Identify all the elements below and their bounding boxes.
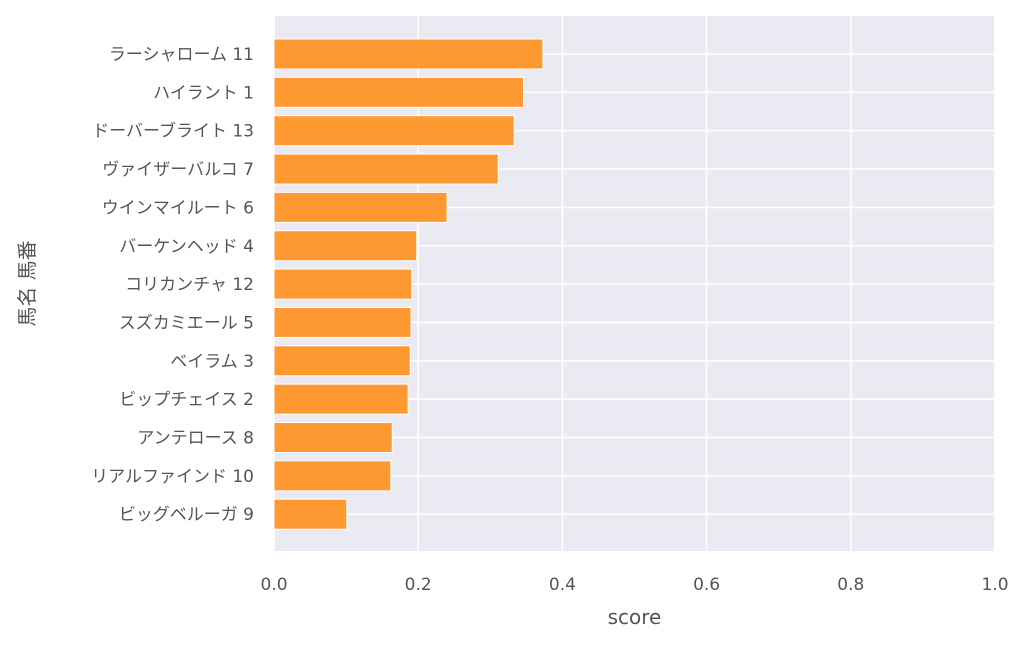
bar bbox=[273, 383, 409, 415]
x-tick-label: 1.0 bbox=[981, 575, 1008, 595]
category-label: ビッグベルーガ 9 bbox=[119, 505, 254, 525]
x-tick-label: 0.4 bbox=[549, 575, 576, 595]
bar bbox=[273, 345, 411, 377]
bar bbox=[273, 306, 412, 338]
category-labels: ラーシャローム 11 ハイラント 1 ドーバーブライト 13 ヴァイザーバルコ 7 ウイ… bbox=[91, 45, 254, 525]
category-label: スズカミエール 5 bbox=[119, 313, 254, 333]
bar bbox=[273, 268, 413, 300]
category-label: ハイラント 1 bbox=[153, 83, 254, 103]
y-axis-label: 馬名 馬番 bbox=[15, 240, 39, 326]
category-label: ビップチェイス 2 bbox=[119, 390, 254, 410]
bar bbox=[273, 191, 448, 223]
bar bbox=[273, 76, 524, 108]
category-label: コリカンチャ 12 bbox=[125, 275, 254, 295]
bar bbox=[273, 422, 393, 453]
bar bbox=[273, 498, 348, 530]
x-tick-label: 0.6 bbox=[693, 575, 720, 595]
bar bbox=[273, 38, 544, 70]
category-label: ラーシャローム 11 bbox=[109, 45, 254, 65]
x-axis-label: score bbox=[608, 605, 662, 629]
category-label: ヴァイザーバルコ 7 bbox=[102, 160, 254, 180]
x-tick-label: 0.2 bbox=[405, 575, 432, 595]
category-label: バーケンヘッド 4 bbox=[119, 237, 254, 257]
x-tick-label: 0.0 bbox=[260, 575, 287, 595]
bar bbox=[273, 460, 392, 492]
bar bbox=[273, 230, 418, 262]
category-label: リアルファインド 10 bbox=[91, 467, 254, 487]
x-tick-labels: 0.0 0.2 0.4 0.6 0.8 1.0 bbox=[260, 575, 1008, 595]
bar bbox=[273, 115, 515, 147]
bars bbox=[273, 38, 544, 530]
x-tick-label: 0.8 bbox=[837, 575, 864, 595]
category-label: ウインマイルート 6 bbox=[102, 198, 254, 218]
category-label: ドーバーブライト 13 bbox=[92, 121, 254, 142]
category-label: アンテロース 8 bbox=[137, 429, 254, 449]
category-label: ベイラム 3 bbox=[170, 352, 254, 372]
bar bbox=[273, 153, 499, 185]
